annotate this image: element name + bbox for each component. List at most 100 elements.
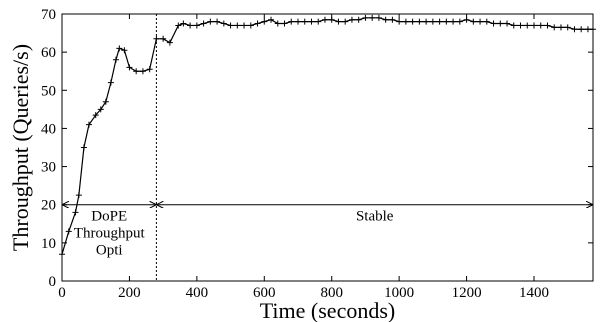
data-point	[102, 98, 109, 105]
data-point	[220, 20, 227, 27]
data-point	[362, 14, 369, 21]
data-point	[342, 18, 349, 25]
data-point	[409, 18, 416, 25]
data-point	[72, 209, 79, 216]
data-point	[107, 79, 114, 86]
data-point	[477, 18, 484, 25]
data-point	[133, 68, 140, 75]
data-point	[160, 35, 167, 42]
x-tick-label: 1400	[519, 285, 549, 301]
data-point	[97, 106, 104, 113]
y-tick-label: 30	[41, 160, 56, 176]
throughput-line	[61, 17, 593, 255]
y-tick-label: 0	[49, 274, 57, 290]
y-tick-label: 10	[41, 236, 56, 252]
data-point	[75, 192, 82, 199]
data-point	[443, 18, 450, 25]
data-point	[369, 14, 376, 21]
data-point	[584, 26, 591, 33]
data-point	[180, 20, 187, 27]
phase-label: Stable	[356, 209, 394, 225]
data-point	[200, 20, 207, 27]
data-point	[510, 22, 517, 29]
data-point	[463, 16, 470, 23]
data-point	[308, 18, 315, 25]
data-point	[295, 18, 301, 25]
data-point	[375, 14, 382, 21]
data-point	[456, 18, 463, 25]
data-point	[382, 16, 389, 23]
data-point	[504, 20, 511, 27]
data-point	[335, 18, 342, 25]
y-tick-label: 50	[41, 83, 56, 99]
x-tick-label: 1000	[384, 285, 414, 301]
data-point	[187, 22, 194, 29]
data-point	[214, 18, 221, 25]
data-point	[450, 18, 457, 25]
data-point	[241, 22, 248, 29]
data-point	[92, 112, 99, 119]
data-point	[146, 66, 153, 73]
data-point	[247, 22, 254, 29]
data-point	[396, 18, 403, 25]
data-point	[85, 121, 92, 128]
data-point	[153, 35, 160, 42]
data-point	[348, 16, 355, 23]
data-point	[557, 24, 564, 31]
data-point	[288, 18, 295, 25]
data-point	[139, 68, 146, 75]
data-point	[537, 22, 544, 29]
y-tick-label: 40	[41, 121, 56, 137]
phase-label: Throughput	[74, 226, 146, 242]
x-tick-label: 800	[320, 285, 343, 301]
data-point	[571, 26, 578, 33]
data-point	[436, 18, 443, 25]
data-point	[207, 18, 214, 25]
x-tick-label: 200	[118, 285, 141, 301]
data-point	[423, 18, 430, 25]
data-point	[261, 18, 268, 25]
data-point	[470, 18, 477, 25]
data-point	[227, 22, 234, 29]
data-point	[321, 16, 328, 23]
x-tick-label: 0	[58, 285, 66, 301]
data-point	[578, 26, 585, 33]
data-point	[483, 18, 490, 25]
data-point	[234, 22, 241, 29]
y-tick-label: 60	[41, 45, 56, 61]
data-point	[328, 16, 335, 23]
phase-label: DoPE	[91, 209, 127, 225]
x-axis-title: Time (seconds)	[260, 298, 395, 322]
data-point	[175, 22, 182, 29]
y-tick-label: 70	[41, 7, 56, 23]
series-layer	[59, 14, 596, 258]
data-point	[193, 22, 200, 29]
data-point	[121, 47, 128, 54]
data-point	[315, 18, 322, 25]
data-point	[416, 18, 423, 25]
data-point	[281, 20, 288, 27]
x-tick-label: 600	[253, 285, 276, 301]
x-tick-label: 400	[186, 285, 209, 301]
data-point	[254, 20, 261, 27]
data-point	[531, 22, 537, 29]
data-point	[389, 16, 396, 23]
data-point	[116, 45, 123, 52]
x-tick-label: 1200	[452, 285, 482, 301]
data-point	[126, 64, 133, 71]
phase-label: Opti	[96, 243, 123, 259]
plot-area-frame	[61, 13, 594, 282]
data-point	[497, 20, 504, 27]
y-tick-label: 20	[41, 198, 56, 214]
data-point	[355, 16, 362, 23]
data-point	[274, 20, 281, 27]
data-point	[524, 22, 531, 29]
data-point	[564, 24, 571, 31]
data-point	[402, 18, 409, 25]
y-axis-title: Throughput (Queries/s)	[8, 44, 33, 251]
data-point	[268, 16, 275, 23]
data-point	[112, 56, 119, 63]
data-point	[490, 20, 497, 27]
